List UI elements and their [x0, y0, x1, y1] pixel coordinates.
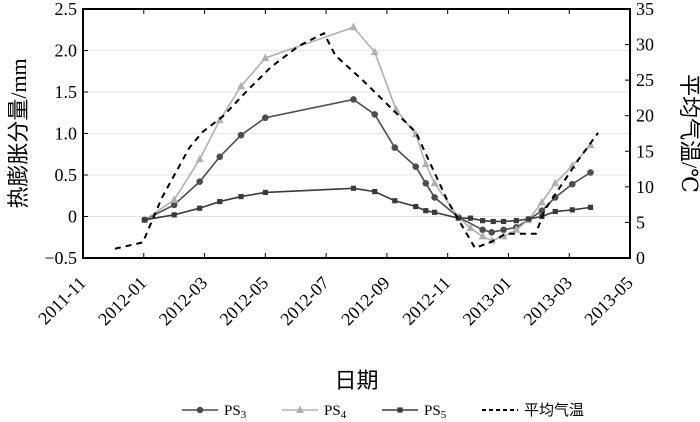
y2-tick-label: 15: [636, 141, 654, 161]
y2-tick-label: 0: [636, 248, 645, 268]
y2-tick-label: 30: [636, 35, 654, 55]
data-point-PS4: [466, 223, 475, 232]
legend-marker-PS5: [397, 407, 403, 413]
data-point-PS5: [431, 209, 438, 215]
data-point-PS5: [552, 208, 558, 215]
data-point-PS3: [262, 114, 269, 122]
plot-frame: [82, 8, 631, 259]
data-point-PS5: [142, 217, 148, 223]
data-point-PS5: [480, 218, 486, 224]
y2-tick-label: 20: [636, 106, 654, 126]
data-point-PS3: [350, 96, 357, 103]
data-point-PS4: [430, 178, 439, 187]
x-tick-label: 2012-11: [398, 273, 454, 329]
y2-tick-label: 35: [636, 0, 654, 19]
data-point-PS4: [195, 154, 204, 163]
data-point-PS5: [587, 204, 594, 210]
x-tick-label: 2012-03: [155, 273, 212, 330]
x-tick-label: 2011-11: [34, 273, 90, 329]
data-point-PS3: [170, 201, 178, 209]
legend-label-平均气温: 平均气温: [524, 402, 584, 419]
data-point-PS3: [587, 169, 594, 176]
data-point-PS4: [349, 22, 358, 31]
data-point-PS4: [421, 159, 430, 168]
x-tick-label: 2013-01: [459, 273, 516, 330]
data-point-PS5: [262, 189, 268, 196]
data-point-PS3: [216, 153, 224, 161]
y-tick-label: 2.0: [55, 41, 78, 61]
y2-tick-label: 5: [636, 212, 645, 232]
data-point-PS5: [569, 207, 575, 213]
data-point-PS3: [479, 226, 486, 234]
y-axis-label: 热膨胀分量/mm: [6, 58, 31, 208]
data-point-PS5: [197, 205, 203, 211]
data-point-PS5: [525, 216, 532, 222]
data-point-PS5: [513, 218, 519, 224]
y2-axis-label: 平均气温/℃: [677, 74, 700, 193]
data-point-PS5: [490, 218, 496, 225]
data-point-PS3: [371, 111, 379, 118]
data-point-PS4: [261, 53, 270, 61]
x-tick-label: 2012-05: [216, 273, 273, 330]
data-point-PS3: [412, 163, 420, 170]
y2-tick-label: 10: [636, 177, 654, 197]
data-point-PS5: [171, 212, 177, 218]
data-point-PS3: [568, 180, 576, 188]
x-tick-label: 2012-01: [94, 273, 151, 330]
data-point-PS5: [217, 198, 223, 205]
data-point-PS5: [423, 208, 429, 214]
x-tick-label: 2012-09: [337, 273, 394, 330]
x-tick-label: 2013-03: [519, 273, 576, 330]
data-point-PS5: [238, 193, 244, 200]
series-line-PS3: [144, 98, 591, 234]
x-axis-label: 日期: [334, 368, 378, 393]
x-tick-label: 2012-07: [276, 273, 333, 330]
data-point-PS4: [170, 195, 179, 203]
data-point-PS3: [196, 178, 203, 185]
data-point-PS4: [551, 178, 560, 187]
data-point-PS5: [500, 218, 507, 225]
y-tick-label: 1.0: [55, 124, 78, 144]
data-point-PS3: [422, 180, 430, 187]
data-point-PS4: [370, 47, 379, 56]
data-point-PS5: [392, 198, 398, 204]
data-point-PS4: [237, 81, 246, 90]
data-point-PS4: [537, 197, 546, 206]
y-tick-label: −0.5: [44, 248, 77, 268]
y-tick-label: 1.5: [55, 82, 78, 102]
legend-marker-PS4: [296, 405, 304, 413]
x-tick-label: 2013-05: [580, 273, 637, 330]
data-point-PS3: [237, 131, 245, 139]
y2-tick-label: 25: [636, 70, 654, 90]
y-tick-label: 2.5: [55, 0, 78, 19]
data-point-PS5: [467, 215, 474, 221]
legend-label-PS3: PS3: [224, 403, 247, 421]
y-tick-label: 0.5: [55, 165, 78, 185]
data-point-PS4: [478, 231, 487, 240]
data-point-PS4: [512, 225, 521, 233]
data-point-PS3: [431, 194, 438, 201]
data-point-PS3: [391, 144, 399, 151]
data-point-PS5: [350, 185, 357, 191]
data-point-PS5: [413, 203, 419, 210]
y-tick-label: 0: [68, 207, 77, 227]
data-point-PS3: [488, 228, 496, 236]
data-point-PS4: [392, 104, 401, 113]
series-line-平均气温: [114, 31, 599, 250]
data-point-PS3: [500, 226, 507, 234]
data-point-PS5: [372, 189, 378, 195]
legend-label-PS4: PS4: [324, 403, 347, 421]
legend-label-PS5: PS5: [424, 403, 447, 421]
legend-marker-PS3: [196, 406, 204, 414]
